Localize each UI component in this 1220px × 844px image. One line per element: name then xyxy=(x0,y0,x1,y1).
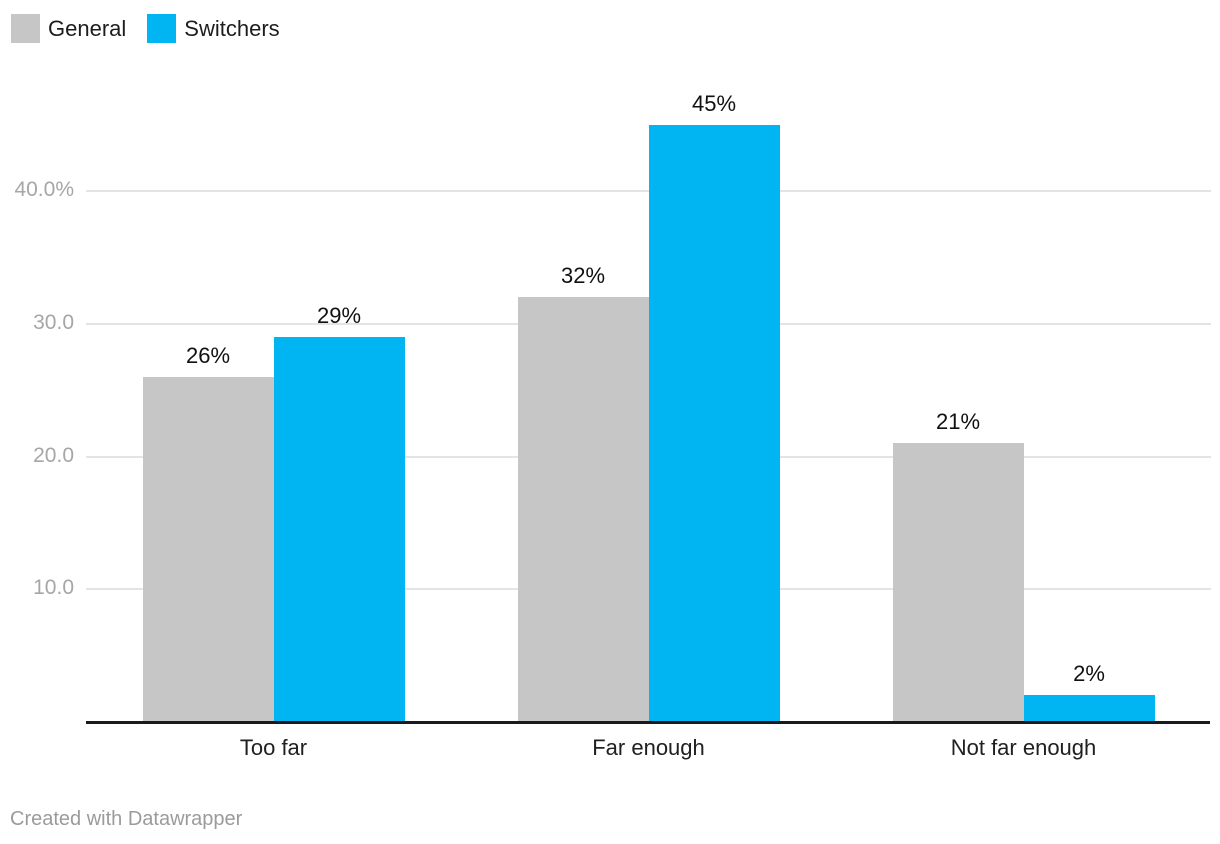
legend-swatch-general xyxy=(11,14,40,43)
bar-switchers-2 xyxy=(648,124,780,722)
value-label-general-3: 21% xyxy=(935,409,981,435)
value-label-general-1: 26% xyxy=(185,342,231,368)
x-axis-category-label: Too far xyxy=(239,735,308,760)
value-label-switchers-3: 2% xyxy=(1073,661,1105,687)
value-label-switchers-1: 29% xyxy=(316,303,362,329)
datawrapper-attribution-link[interactable]: Created with Datawrapper xyxy=(10,808,243,830)
x-axis-category-label: Far enough xyxy=(592,735,705,760)
x-axis-category-label: Not far enough xyxy=(950,735,1097,760)
y-axis-tick-label: 20.0 xyxy=(33,443,74,467)
bar-general-1 xyxy=(142,376,274,722)
legend-swatch-switchers xyxy=(147,14,177,43)
legend-label-general: General xyxy=(48,16,127,41)
legend: General Switchers xyxy=(11,14,280,43)
bar-general-2 xyxy=(517,297,649,722)
bar-switchers-1 xyxy=(273,337,405,722)
legend-item-switchers: Switchers xyxy=(147,14,280,43)
legend-label-switchers: Switchers xyxy=(184,16,280,41)
bar-general-3 xyxy=(892,443,1024,722)
x-axis-line xyxy=(86,721,1210,724)
y-axis-tick-label: 40.0% xyxy=(14,178,74,202)
value-label-switchers-2: 45% xyxy=(691,90,737,116)
value-label-general-2: 32% xyxy=(560,263,606,289)
y-axis-tick-label: 10.0 xyxy=(33,576,74,600)
bar-switchers-3 xyxy=(1023,695,1155,722)
y-axis-tick-label: 30.0 xyxy=(33,310,74,334)
legend-item-general: General xyxy=(11,14,126,43)
